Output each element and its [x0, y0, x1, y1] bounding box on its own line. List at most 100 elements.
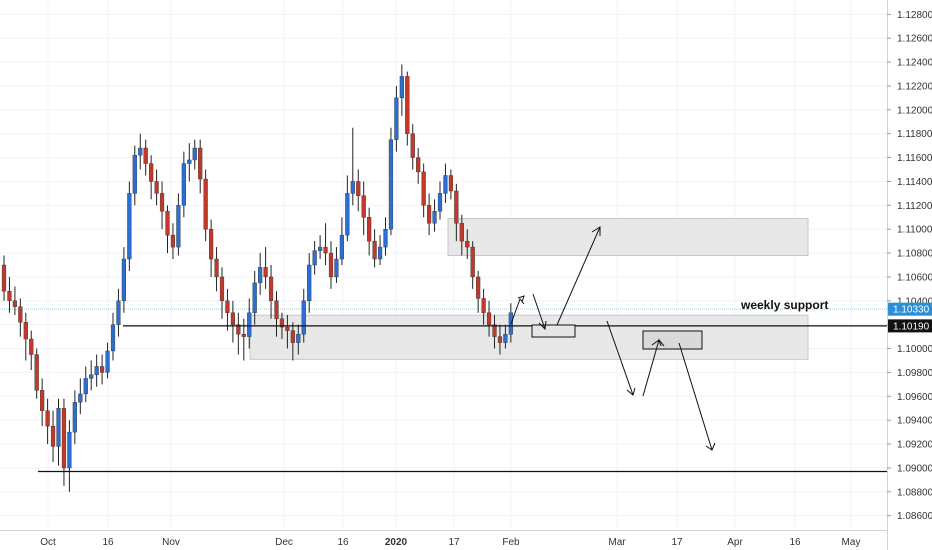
candle-body [165, 211, 170, 236]
candle-body [40, 390, 45, 411]
time-axis[interactable]: Oct 16 Nov Dec 16 2020 17 Feb Mar 17 Apr 16 May [40, 537, 860, 548]
candle [40, 378, 45, 427]
candle [132, 145, 137, 206]
candle-body [290, 330, 295, 343]
support-zone [249, 314, 809, 360]
candle [443, 163, 448, 203]
candle [258, 253, 263, 295]
candle-body [394, 97, 399, 140]
candle-body [296, 334, 301, 343]
candle [230, 300, 235, 343]
candle [486, 300, 492, 337]
candle-body [416, 157, 421, 173]
candle-body [432, 211, 437, 224]
grid-layer [0, 0, 887, 530]
candle-body [410, 133, 415, 158]
candle-body [285, 326, 290, 331]
candle-body [372, 240, 377, 260]
candle [388, 127, 394, 236]
candle-body [481, 298, 486, 313]
candle-body [159, 193, 165, 212]
candle-body [377, 246, 383, 260]
x-tick-label: 16 [337, 537, 349, 548]
candle-body [50, 425, 56, 447]
candle-body [56, 408, 61, 447]
candle-body [301, 300, 306, 335]
candle-body [198, 147, 203, 180]
candle [470, 241, 475, 289]
candle [176, 193, 181, 256]
arrow-path-4[interactable] [606, 320, 634, 396]
candle-body [345, 193, 350, 236]
y-tick-label: 1.11000 [897, 225, 932, 236]
x-tick-label: 16 [102, 537, 114, 548]
arrow-path-6[interactable] [678, 342, 713, 451]
target-box-2[interactable] [642, 330, 703, 350]
y-tick-label: 1.12000 [897, 105, 932, 116]
y-tick-label: 1.08600 [897, 511, 932, 522]
candle [89, 360, 94, 391]
arrow-path-1[interactable] [510, 297, 525, 325]
x-tick-label: Mar [608, 537, 626, 548]
candle [285, 315, 290, 349]
resistance-zone [447, 218, 809, 256]
candle [78, 378, 83, 415]
candle-body [89, 374, 94, 379]
x-tick-label: Nov [162, 537, 180, 548]
candle [29, 330, 34, 371]
candle [323, 223, 328, 265]
candle [432, 199, 437, 232]
candle-body [443, 175, 448, 194]
candle [61, 398, 67, 486]
y-tick-label: 1.10400 [897, 296, 932, 307]
candle [318, 235, 323, 260]
candle-body [486, 312, 492, 325]
candle [219, 267, 225, 319]
arrowhead-1 [517, 295, 525, 303]
price-tag-bg [888, 302, 932, 316]
candle [99, 354, 105, 385]
candle [465, 229, 470, 260]
candle [492, 315, 497, 349]
candle [416, 148, 421, 184]
candle-body [127, 193, 132, 260]
candle-body [138, 147, 143, 156]
price-tag-label: 1.10330 [893, 305, 930, 316]
candle-body [383, 228, 388, 248]
candle-body [350, 181, 355, 194]
price-axis[interactable]: 1.12800 1.12600 1.12400 1.12200 1.12000 1.118… [887, 10, 932, 522]
candle-body [203, 178, 208, 230]
price-tag-bg [888, 319, 932, 333]
y-tick-label: 1.11600 [897, 153, 932, 164]
candle [361, 181, 366, 236]
candle [192, 139, 197, 170]
candle-body [110, 324, 116, 352]
candle [170, 223, 176, 260]
candle-body [437, 193, 443, 212]
candle-body [181, 163, 186, 206]
y-tick-label: 1.09600 [897, 392, 932, 403]
y-tick-label: 1.12200 [897, 81, 932, 92]
candle-body [312, 250, 317, 266]
arrow-path-3[interactable] [556, 226, 601, 326]
x-tick-label: Feb [502, 537, 520, 548]
x-tick-label: 16 [789, 537, 801, 548]
candle [181, 151, 186, 218]
price-tag: 1.10330 [888, 302, 932, 316]
y-tick-label: 1.11400 [897, 177, 932, 188]
arrowhead-2 [538, 320, 547, 331]
arrowhead-6 [705, 442, 716, 451]
candle-body [192, 147, 197, 161]
target-box-1[interactable] [531, 324, 576, 338]
candle [105, 342, 110, 379]
candle [312, 241, 317, 275]
candle [410, 124, 415, 170]
y-tick-label: 1.09800 [897, 368, 932, 379]
candle-body [45, 410, 50, 427]
candle-body [236, 324, 241, 335]
candle [154, 169, 159, 206]
candle [116, 288, 121, 337]
price-tag-label: 1.10190 [893, 321, 930, 332]
arrow-path-2[interactable] [532, 293, 546, 330]
